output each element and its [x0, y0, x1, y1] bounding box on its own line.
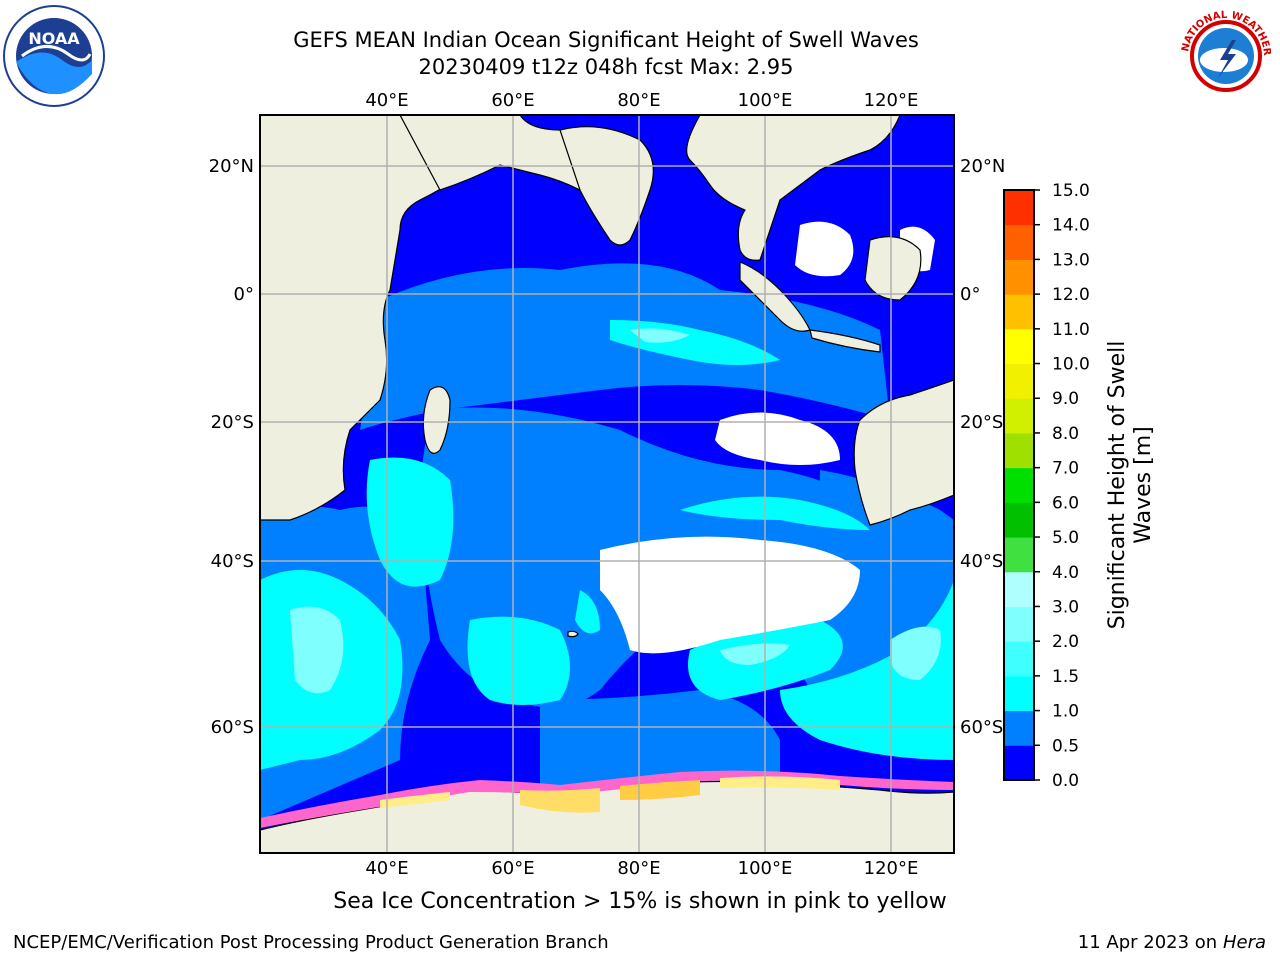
map-subtitle: 20230409 t12z 048h fcst Max: 2.95	[418, 55, 794, 79]
lat-tick-right: 20°N	[960, 156, 1005, 177]
footer-branch: NCEP/EMC/Verification Post Processing Pr…	[13, 932, 609, 953]
colorbar-swatch	[1004, 537, 1034, 573]
lon-tick-top: 100°E	[738, 90, 793, 111]
noaa-logo-text: NOAA	[28, 29, 80, 48]
colorbar-tick-label: 3.0	[1052, 597, 1079, 617]
lon-tick-bottom: 80°E	[617, 858, 660, 879]
gridlines	[260, 115, 954, 853]
colorbar-swatch	[1004, 432, 1034, 469]
colorbar-tick-label: 1.0	[1052, 702, 1079, 722]
colorbar-tick-label: 13.0	[1052, 250, 1090, 270]
lat-tick-right: 20°S	[960, 412, 1003, 433]
lon-tick-top: 60°E	[491, 90, 534, 111]
colorbar-tick-label: 11.0	[1052, 320, 1090, 340]
colorbar-tick-label: 0.0	[1052, 771, 1079, 791]
colorbar-tick-label: 7.0	[1052, 459, 1079, 479]
lon-tick-bottom: 40°E	[365, 858, 408, 879]
lon-tick-top: 120°E	[864, 90, 919, 111]
colorbar-swatch	[1004, 745, 1034, 781]
map-title: GEFS MEAN Indian Ocean Significant Heigh…	[293, 28, 919, 52]
colorbar-swatch	[1004, 675, 1034, 712]
footer-date: 11 Apr 2023 on Hera	[1078, 932, 1266, 953]
lat-tick-left: 60°S	[211, 717, 254, 738]
colorbar-tick-label: 9.0	[1052, 389, 1079, 409]
colorbar-swatch	[1004, 571, 1034, 607]
noaa-logo-icon: NOAA	[3, 5, 105, 107]
colorbar-tick-label: 1.5	[1052, 667, 1079, 687]
colorbar-tick-label: 15.0	[1052, 181, 1090, 201]
colorbar-swatch	[1004, 606, 1034, 642]
colorbar-frame	[1003, 189, 1035, 781]
lat-tick-left: 40°S	[211, 551, 254, 572]
nws-logo-icon: NATIONAL WEATHER SERVICE	[1174, 4, 1276, 106]
colorbar-swatch	[1004, 502, 1034, 538]
lat-tick-right: 60°S	[960, 717, 1003, 738]
lat-tick-right: 40°S	[960, 551, 1003, 572]
lat-tick-left: 0°	[234, 284, 254, 305]
colorbar-tick-label: 12.0	[1052, 285, 1090, 305]
colorbar-swatch	[1004, 363, 1034, 399]
colorbar-tick-label: 14.0	[1052, 216, 1090, 236]
colorbar-tick-label: 5.0	[1052, 528, 1079, 548]
lat-tick-left: 20°S	[211, 412, 254, 433]
lat-tick-right: 0°	[960, 284, 980, 305]
lon-tick-top: 80°E	[617, 90, 660, 111]
footer-date-text: 11 Apr 2023 on	[1077, 932, 1223, 953]
colorbar-swatch	[1004, 641, 1034, 677]
colorbar-tick-label: 6.0	[1052, 493, 1079, 513]
colorbar-swatch	[1004, 224, 1034, 260]
colorbar-tick-label: 0.5	[1052, 736, 1079, 756]
colorbar-tick-label: 4.0	[1052, 563, 1079, 583]
colorbar: 0.0 0.5 1.0 1.5 2.0 3.0 4.0 5.0 6.0 7.0 8.0 9.0 10.0…	[1003, 181, 1090, 791]
lon-tick-bottom: 100°E	[738, 858, 793, 879]
colorbar-swatch	[1004, 467, 1034, 503]
map-frame	[259, 114, 955, 854]
colorbar-swatch	[1004, 294, 1034, 330]
footer-host: Hera	[1222, 932, 1266, 953]
lat-tick-left: 20°N	[209, 156, 254, 177]
colorbar-swatch	[1004, 328, 1034, 365]
swell-1.5-2.0-region	[290, 328, 941, 694]
sea-ice-band	[260, 770, 954, 828]
colorbar-tick-label: 10.0	[1052, 355, 1090, 375]
colorbar-tick-label: 8.0	[1052, 424, 1079, 444]
lon-tick-top: 40°E	[365, 90, 408, 111]
colorbar-swatch	[1004, 190, 1034, 226]
colorbar-swatch	[1004, 710, 1034, 746]
lon-tick-bottom: 60°E	[491, 858, 534, 879]
sea-ice-caption: Sea Ice Concentration > 15% is shown in …	[333, 889, 947, 914]
colorbar-label: Significant Height of SwellWaves [m]	[1105, 341, 1156, 630]
colorbar-swatch	[1004, 398, 1034, 434]
colorbar-swatch	[1004, 259, 1034, 295]
colorbar-tick-label: 2.0	[1052, 632, 1079, 652]
lon-tick-bottom: 120°E	[864, 858, 919, 879]
